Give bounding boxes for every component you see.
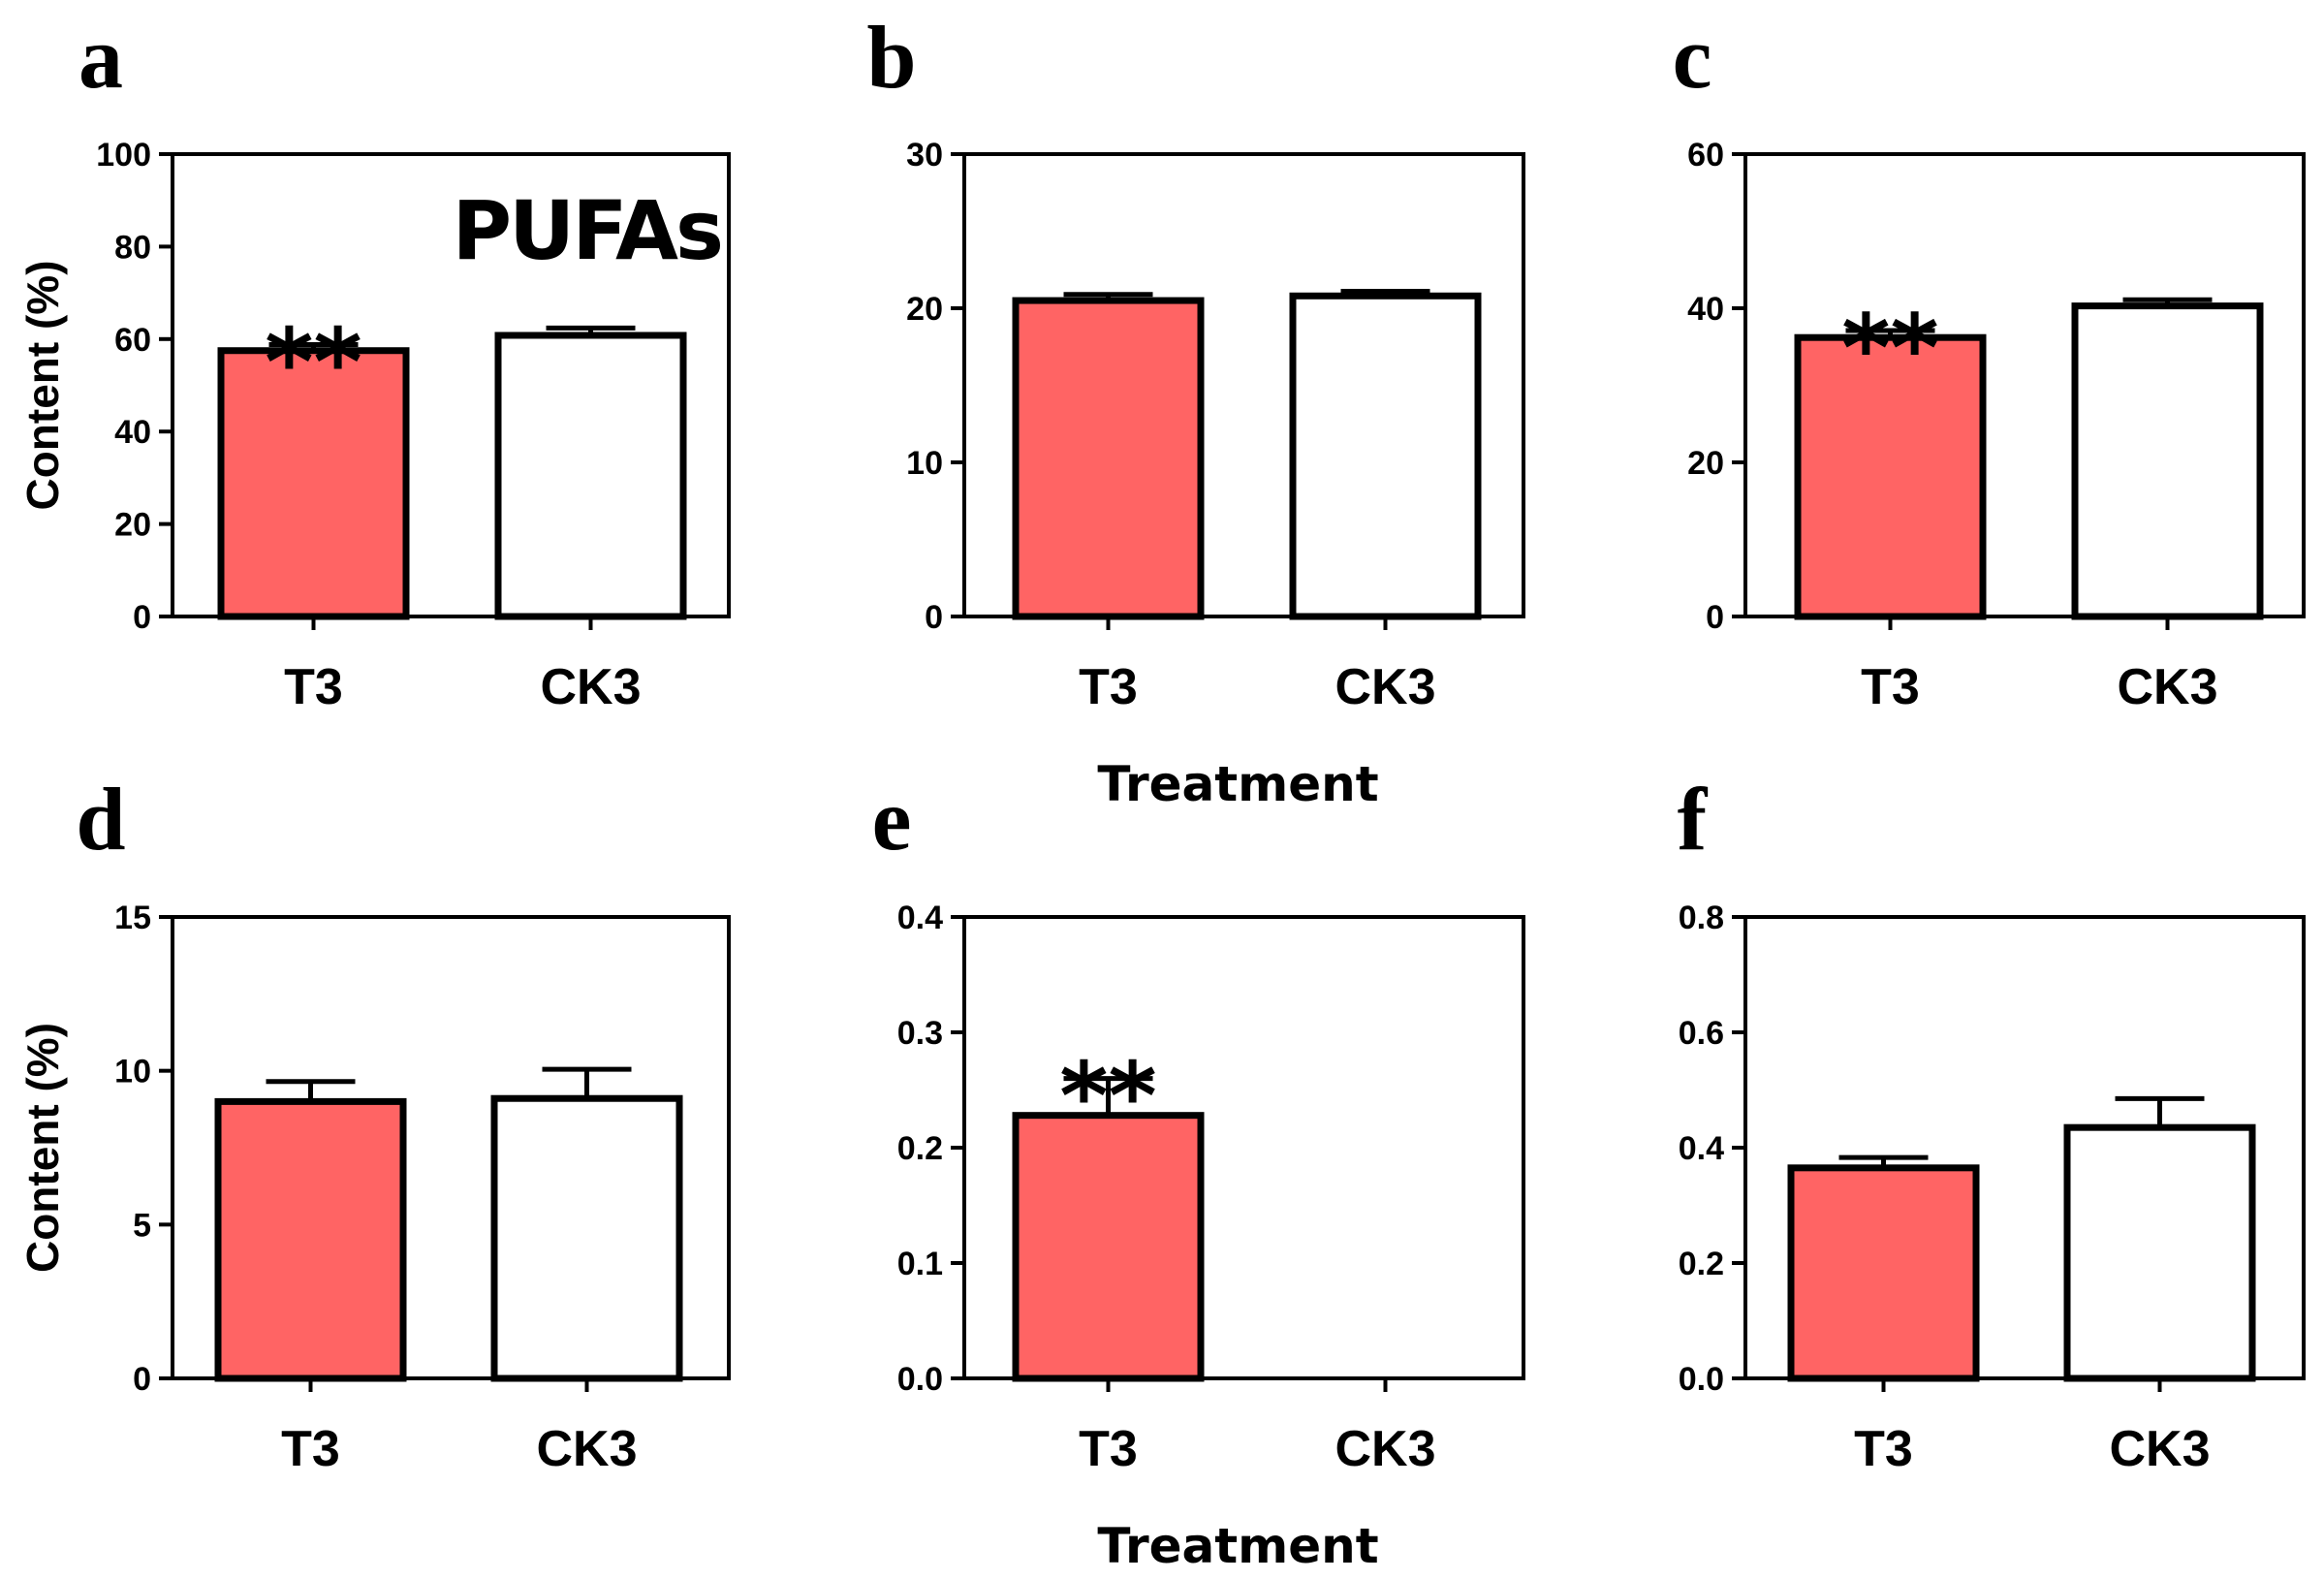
- y-tick-label-f-3: 0.6: [1679, 1015, 1724, 1052]
- significance-a-t3: **: [265, 309, 361, 418]
- x-tick-label-d-ck3: CK3: [536, 1421, 637, 1477]
- y-tick-label-b-3: 30: [906, 137, 943, 174]
- x-tick-label-c-t3: T3: [1861, 659, 1920, 715]
- x-tick-label-a-t3: T3: [284, 659, 343, 715]
- bar-c-ck3: [2071, 302, 2264, 620]
- bar-f-ck3: [2063, 1123, 2256, 1382]
- y-tick-label-d-0: 0: [133, 1361, 151, 1398]
- y-axis-label-a: Content (%): [17, 260, 68, 510]
- x-tick-label-d-t3: T3: [281, 1421, 340, 1477]
- y-tick-label-b-1: 10: [906, 445, 943, 482]
- y-tick-label-d-3: 15: [114, 900, 151, 936]
- panel-letter-e: e: [872, 770, 912, 869]
- bar-c-t3: [1794, 333, 1987, 620]
- y-tick-label-a-3: 60: [114, 322, 151, 359]
- y-tick-label-a-2: 40: [114, 414, 151, 451]
- panel-letter-a: a: [79, 8, 123, 107]
- plot-frame-d: [171, 915, 731, 1380]
- bar-a-ck3: [494, 332, 687, 620]
- y-tick-label-e-3: 0.3: [897, 1015, 943, 1052]
- x-tick-label-b-t3: T3: [1079, 659, 1138, 715]
- plot-frame-a: [171, 152, 731, 618]
- y-tick-label-c-1: 20: [1687, 445, 1724, 482]
- y-tick-label-b-0: 0: [925, 599, 943, 636]
- panel-letter-b: b: [866, 8, 916, 107]
- x-tick-label-c-ck3: CK3: [2117, 659, 2217, 715]
- x-tick-label-f-t3: T3: [1854, 1421, 1913, 1477]
- y-tick-label-f-2: 0.4: [1679, 1130, 1724, 1167]
- y-tick-label-c-3: 60: [1687, 137, 1724, 174]
- x-tick-label-f-ck3: CK3: [2109, 1421, 2210, 1477]
- x-tick-label-a-ck3: CK3: [540, 659, 641, 715]
- plot-frame-b: [962, 152, 1525, 618]
- panel-letter-f: f: [1678, 770, 1709, 869]
- bar-e-t3: [1012, 1112, 1205, 1382]
- y-tick-label-c-2: 40: [1687, 291, 1724, 328]
- annotation-a: PUFAs: [452, 183, 721, 278]
- bar-d-t3: [214, 1097, 407, 1382]
- y-tick-label-c-0: 0: [1706, 599, 1724, 636]
- y-tick-label-a-0: 0: [133, 599, 151, 636]
- y-tick-label-f-1: 0.2: [1679, 1246, 1724, 1282]
- bar-d-ck3: [490, 1094, 683, 1382]
- y-tick-label-f-0: 0.0: [1679, 1361, 1724, 1398]
- x-axis-title-b: Treatment: [1097, 756, 1378, 812]
- significance-c-t3: **: [1841, 295, 1938, 403]
- y-axis-label-d: Content (%): [17, 1023, 68, 1273]
- plot-frame-c: [1743, 152, 2306, 618]
- y-tick-label-e-2: 0.2: [897, 1130, 943, 1167]
- x-axis-title-e: Treatment: [1097, 1518, 1378, 1574]
- panel-letter-d: d: [76, 770, 125, 869]
- y-tick-label-b-2: 20: [906, 291, 943, 328]
- significance-e-t3: **: [1059, 1043, 1156, 1152]
- bar-a-t3: [217, 347, 410, 620]
- y-tick-label-a-4: 80: [114, 229, 151, 266]
- x-tick-label-e-t3: T3: [1079, 1421, 1138, 1477]
- panel-letter-c: c: [1673, 8, 1712, 107]
- bar-f-t3: [1787, 1164, 1980, 1382]
- bar-b-ck3: [1289, 292, 1482, 620]
- y-tick-label-a-1: 20: [114, 507, 151, 544]
- y-tick-label-e-4: 0.4: [897, 900, 943, 936]
- y-tick-label-d-1: 5: [133, 1207, 151, 1244]
- y-tick-label-d-2: 10: [114, 1054, 151, 1090]
- x-tick-label-b-ck3: CK3: [1335, 659, 1435, 715]
- x-tick-label-e-ck3: CK3: [1335, 1421, 1435, 1477]
- y-tick-label-e-1: 0.1: [897, 1246, 943, 1282]
- y-tick-label-f-4: 0.8: [1679, 900, 1724, 936]
- y-tick-label-e-0: 0.0: [897, 1361, 943, 1398]
- y-tick-label-a-5: 100: [96, 137, 151, 174]
- bar-b-t3: [1012, 297, 1205, 620]
